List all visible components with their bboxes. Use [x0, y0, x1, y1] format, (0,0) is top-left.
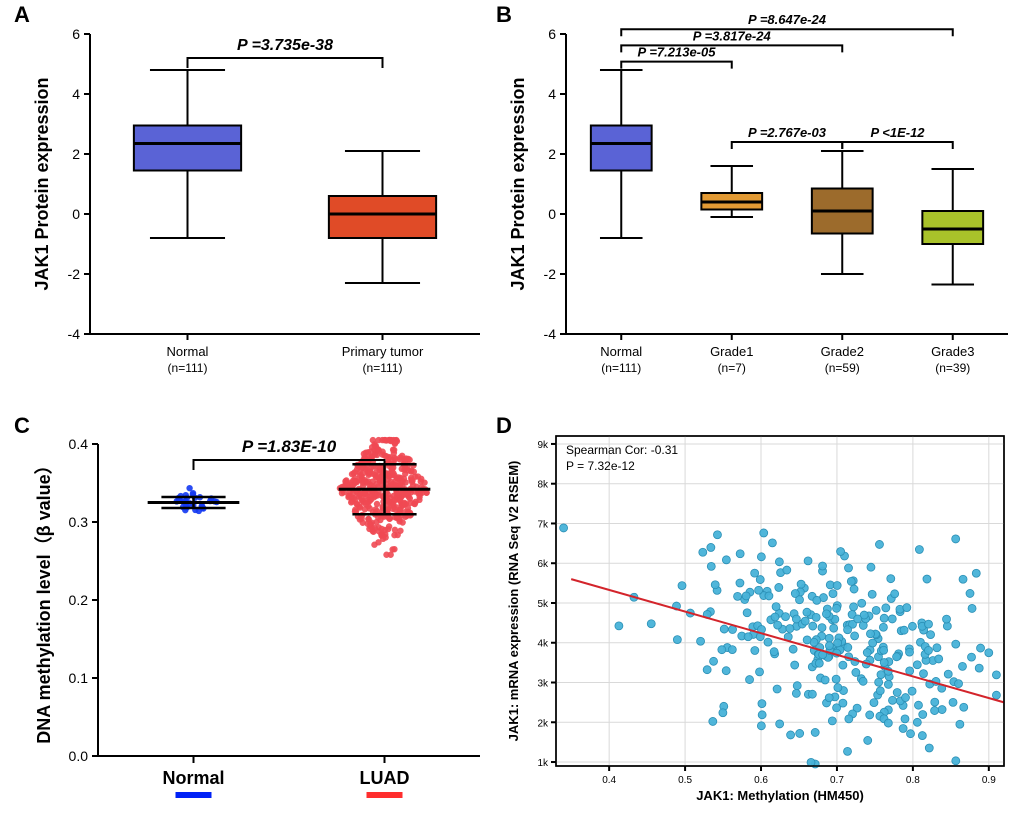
svg-text:JAK1: mRNA expression (RNA Seq: JAK1: mRNA expression (RNA Seq V2 RSEM)	[506, 461, 521, 742]
svg-text:JAK1 Protein expression: JAK1 Protein expression	[508, 77, 528, 290]
svg-text:JAK1 Protein expression: JAK1 Protein expression	[32, 77, 52, 290]
svg-text:P =8.647e-24: P =8.647e-24	[748, 12, 827, 27]
panel-b: -4 -2 0 2 4 6 JAK1 Protein expression Normal (n=…	[498, 4, 1018, 404]
svg-text:Normal: Normal	[167, 344, 209, 359]
svg-text:0.1: 0.1	[69, 670, 89, 686]
svg-text:Grade3: Grade3	[931, 344, 974, 359]
svg-text:3k: 3k	[537, 679, 549, 690]
svg-text:DNA methylation level（β value）: DNA methylation level（β value）	[34, 456, 54, 743]
svg-text:4: 4	[72, 86, 80, 102]
svg-text:0.2: 0.2	[69, 592, 89, 608]
svg-text:0.0: 0.0	[69, 748, 89, 764]
svg-text:P =3.817e-24: P =3.817e-24	[693, 28, 772, 43]
svg-text:7k: 7k	[537, 519, 549, 530]
svg-text:9k: 9k	[537, 440, 549, 451]
svg-text:Primary tumor: Primary tumor	[342, 344, 424, 359]
svg-text:2: 2	[548, 146, 556, 162]
svg-text:1k: 1k	[537, 758, 549, 769]
svg-text:(n=59): (n=59)	[825, 361, 860, 375]
svg-text:P = 7.32e-12: P = 7.32e-12	[566, 459, 635, 473]
svg-text:6: 6	[72, 26, 80, 42]
svg-text:P <1E-12: P <1E-12	[870, 125, 925, 140]
svg-text:Normal: Normal	[600, 344, 642, 359]
svg-text:P =1.83E-10: P =1.83E-10	[242, 437, 337, 456]
svg-text:-2: -2	[544, 266, 557, 282]
svg-text:0.8: 0.8	[906, 775, 920, 786]
svg-text:(n=111): (n=111)	[363, 361, 403, 375]
svg-text:4k: 4k	[537, 639, 549, 650]
svg-text:P =7.213e-05: P =7.213e-05	[638, 45, 717, 60]
panel-d: 0.4 0.5 0.6 0.7 0.8 0.9 1k 2k 3k 4k 5k 6k 7k 8k 9k JAK1…	[498, 416, 1018, 812]
svg-text:0.4: 0.4	[69, 436, 89, 452]
svg-text:LUAD: LUAD	[360, 768, 410, 788]
svg-text:(n=7): (n=7)	[718, 361, 746, 375]
svg-text:0.7: 0.7	[830, 775, 844, 786]
svg-text:0.9: 0.9	[982, 775, 996, 786]
svg-text:(n=111): (n=111)	[601, 361, 641, 375]
svg-text:-4: -4	[68, 326, 81, 342]
svg-text:Normal: Normal	[162, 768, 224, 788]
svg-text:Spearman Cor: -0.31: Spearman Cor: -0.31	[566, 443, 678, 457]
svg-text:Grade2: Grade2	[821, 344, 864, 359]
svg-text:JAK1: Methylation (HM450): JAK1: Methylation (HM450)	[696, 788, 864, 803]
svg-text:6k: 6k	[537, 559, 549, 570]
svg-text:Grade1: Grade1	[710, 344, 753, 359]
svg-text:2k: 2k	[537, 718, 549, 729]
svg-text:P =2.767e-03: P =2.767e-03	[748, 125, 827, 140]
svg-text:0.4: 0.4	[602, 775, 616, 786]
svg-text:8k: 8k	[537, 480, 549, 491]
figure-root: A B C D -4-20246JAK1 Protein expressionN…	[0, 0, 1020, 813]
svg-text:0.5: 0.5	[678, 775, 692, 786]
svg-text:P =3.735e-38: P =3.735e-38	[237, 37, 333, 54]
svg-text:0: 0	[72, 206, 80, 222]
svg-text:5k: 5k	[537, 599, 549, 610]
svg-text:0.3: 0.3	[69, 514, 89, 530]
svg-text:6: 6	[548, 26, 556, 42]
panel-a: -4 -2 0 2 4 6 JAK1 Protein expression Normal (n=…	[20, 4, 490, 404]
svg-text:4: 4	[548, 86, 556, 102]
svg-text:(n=111): (n=111)	[168, 361, 208, 375]
svg-text:-2: -2	[68, 266, 81, 282]
svg-text:0: 0	[548, 206, 556, 222]
svg-text:-4: -4	[544, 326, 557, 342]
panel-c: 0.0 0.1 0.2 0.3 0.4 DNA methylation level（β v…	[20, 416, 490, 812]
svg-text:0.6: 0.6	[754, 775, 768, 786]
svg-text:2: 2	[72, 146, 80, 162]
svg-text:(n=39): (n=39)	[935, 361, 970, 375]
